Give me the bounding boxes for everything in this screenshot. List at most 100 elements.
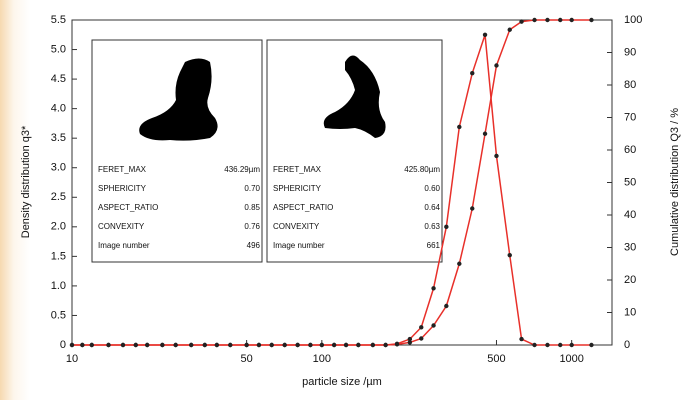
- data-point: [589, 343, 593, 347]
- data-point: [483, 132, 487, 136]
- y-tick-label: 5.5: [51, 14, 66, 26]
- data-point: [470, 206, 474, 210]
- data-point: [121, 343, 125, 347]
- data-point: [320, 343, 324, 347]
- y-tick-label: 0.5: [51, 309, 66, 321]
- y-tick-label: 1.5: [51, 250, 66, 262]
- inset-label: SPHERICITY: [273, 184, 322, 193]
- y2-tick-label: 70: [624, 111, 636, 123]
- y-tick-label: 3.0: [51, 162, 66, 174]
- y-axis-label: Density distribution q3*: [20, 125, 32, 238]
- y-tick-label: 2.5: [51, 191, 66, 203]
- inset-value: 0.60: [424, 184, 440, 193]
- data-point: [160, 343, 164, 347]
- data-point: [419, 325, 423, 329]
- data-point: [203, 343, 207, 347]
- x-axis-label: particle size /µm: [302, 376, 382, 388]
- data-point: [431, 323, 435, 327]
- data-point: [145, 343, 149, 347]
- y2-tick-label: 40: [624, 209, 636, 221]
- x-tick-label: 10: [66, 353, 78, 365]
- data-point: [173, 343, 177, 347]
- data-point: [70, 343, 74, 347]
- data-point: [270, 343, 274, 347]
- data-point: [494, 154, 498, 158]
- y2-tick-label: 50: [624, 176, 636, 188]
- y-tick-label: 4.0: [51, 103, 66, 115]
- data-point: [494, 63, 498, 67]
- inset-value: 425.80µm: [404, 165, 440, 174]
- data-point: [519, 19, 523, 23]
- y-tick-label: 4.5: [51, 73, 66, 85]
- data-point: [282, 343, 286, 347]
- data-point: [419, 336, 423, 340]
- data-point: [558, 343, 562, 347]
- data-point: [457, 125, 461, 129]
- y2-tick-label: 20: [624, 274, 636, 286]
- data-point: [545, 343, 549, 347]
- data-point: [395, 342, 399, 346]
- data-point: [508, 28, 512, 32]
- inset-label: CONVEXITY: [98, 222, 145, 231]
- y2-tick-label: 60: [624, 144, 636, 156]
- inset-value: 436.29µm: [224, 165, 260, 174]
- data-point: [228, 343, 232, 347]
- data-point: [589, 18, 593, 22]
- data-point: [295, 343, 299, 347]
- data-point: [569, 343, 573, 347]
- inset-label: Image number: [98, 241, 150, 250]
- y2-tick-label: 0: [624, 339, 630, 351]
- x-tick-label: 500: [487, 353, 505, 365]
- x-tick-label: 50: [241, 353, 253, 365]
- data-point: [308, 343, 312, 347]
- data-point: [483, 33, 487, 37]
- data-point: [532, 343, 536, 347]
- data-point: [134, 343, 138, 347]
- data-point: [545, 18, 549, 22]
- x-tick-label: 100: [313, 353, 331, 365]
- data-point: [332, 343, 336, 347]
- inset-value: 496: [247, 241, 261, 250]
- inset-label: SPHERICITY: [98, 184, 147, 193]
- chart: particle size /µm Density distribution q…: [0, 0, 689, 400]
- data-point: [215, 343, 219, 347]
- data-point: [371, 343, 375, 347]
- data-point: [569, 18, 573, 22]
- data-point: [508, 253, 512, 257]
- y2-axis-label: Cumulative distribution Q3 / %: [669, 108, 681, 256]
- data-point: [431, 286, 435, 290]
- data-point: [444, 225, 448, 229]
- data-point: [244, 343, 248, 347]
- data-point: [558, 18, 562, 22]
- data-point: [80, 343, 84, 347]
- inset-value: 0.76: [244, 222, 260, 231]
- data-point: [444, 304, 448, 308]
- inset-value: 0.85: [244, 203, 260, 212]
- y-tick-label: 1.0: [51, 280, 66, 292]
- y2-tick-label: 90: [624, 46, 636, 58]
- inset-value: 661: [427, 241, 441, 250]
- inset-label: FERET_MAX: [98, 165, 147, 174]
- inset-label: ASPECT_RATIO: [98, 203, 158, 212]
- data-point: [344, 343, 348, 347]
- x-tick-label: 1000: [559, 353, 583, 365]
- inset-value: 0.63: [424, 222, 440, 231]
- y-tick-label: 0: [60, 339, 66, 351]
- data-point: [519, 337, 523, 341]
- inset-label: Image number: [273, 241, 325, 250]
- y2-tick-label: 100: [624, 14, 642, 26]
- data-point: [90, 343, 94, 347]
- inset-label: FERET_MAX: [273, 165, 322, 174]
- y2-tick-label: 30: [624, 241, 636, 253]
- data-point: [470, 71, 474, 75]
- data-point: [189, 343, 193, 347]
- data-point: [408, 340, 412, 344]
- y2-tick-label: 10: [624, 306, 636, 318]
- data-point: [257, 343, 261, 347]
- inset-label: CONVEXITY: [273, 222, 320, 231]
- y2-tick-label: 80: [624, 79, 636, 91]
- data-point: [383, 343, 387, 347]
- inset-label: ASPECT_RATIO: [273, 203, 333, 212]
- inset-value: 0.70: [244, 184, 260, 193]
- y-tick-label: 2.0: [51, 221, 66, 233]
